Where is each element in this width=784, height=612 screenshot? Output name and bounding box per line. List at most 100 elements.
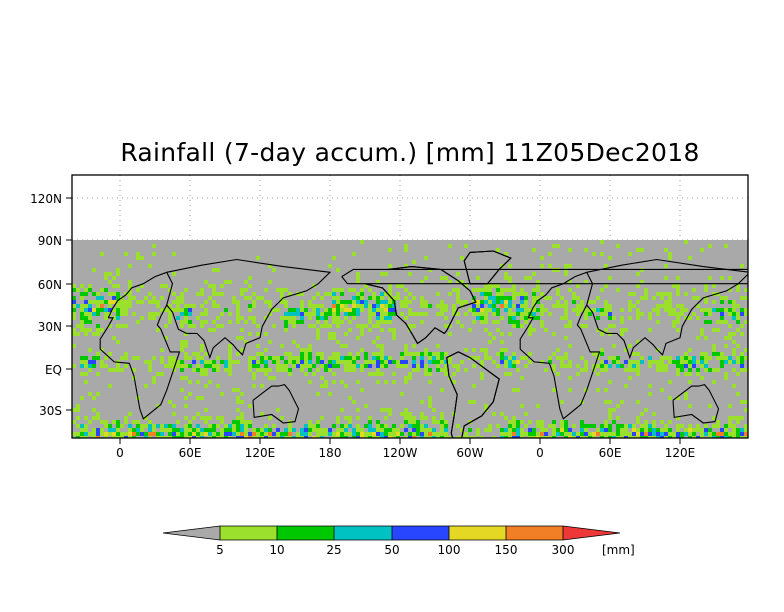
rain-cell xyxy=(688,360,692,364)
rain-cell xyxy=(180,428,184,432)
rain-cell xyxy=(508,332,512,336)
rain-cell xyxy=(528,420,532,424)
rain-cell xyxy=(504,252,508,256)
rain-cell xyxy=(156,300,160,304)
rain-cell xyxy=(480,436,484,438)
rain-cell xyxy=(164,324,168,328)
rain-cell xyxy=(148,316,152,320)
rain-cell xyxy=(352,288,356,292)
rain-cell xyxy=(544,328,548,332)
rain-cell xyxy=(344,316,348,320)
rain-cell xyxy=(136,320,140,324)
rain-cell xyxy=(92,436,96,438)
rain-cell xyxy=(440,388,444,392)
rain-cell xyxy=(100,300,104,304)
rain-cell xyxy=(224,424,228,428)
rain-cell xyxy=(688,256,692,260)
rain-cell xyxy=(276,308,280,312)
rain-cell xyxy=(480,308,484,312)
rain-cell xyxy=(180,344,184,348)
rain-cell xyxy=(180,320,184,324)
rain-cell xyxy=(496,312,500,316)
rain-cell xyxy=(76,436,80,438)
rain-cell xyxy=(712,368,716,372)
rain-cell xyxy=(308,312,312,316)
rain-cell xyxy=(96,312,100,316)
rain-cell xyxy=(476,312,480,316)
rain-cell xyxy=(452,380,456,384)
rain-cell xyxy=(676,396,680,400)
rain-cell xyxy=(80,284,84,288)
rain-cell xyxy=(224,368,228,372)
rain-cell xyxy=(180,364,184,368)
map-title: Rainfall (7-day accum.) [mm] 11Z05Dec201… xyxy=(120,138,700,167)
rain-cell xyxy=(348,396,352,400)
rain-cell xyxy=(388,436,392,438)
rain-cell xyxy=(456,436,460,438)
rain-cell xyxy=(480,304,484,308)
rain-cell xyxy=(712,380,716,384)
rain-cell xyxy=(580,368,584,372)
rain-cell xyxy=(100,288,104,292)
rain-cell xyxy=(676,428,680,432)
rain-cell xyxy=(604,424,608,428)
rain-cell xyxy=(384,304,388,308)
rain-cell xyxy=(352,436,356,438)
rain-cell xyxy=(220,284,224,288)
rain-cell xyxy=(664,292,668,296)
rain-cell xyxy=(88,288,92,292)
rain-cell xyxy=(556,348,560,352)
rain-cell xyxy=(632,368,636,372)
rain-cell xyxy=(728,288,732,292)
rain-cell xyxy=(308,348,312,352)
rain-cell xyxy=(504,276,508,280)
rain-cell xyxy=(612,316,616,320)
rain-cell xyxy=(448,356,452,360)
rain-cell xyxy=(292,324,296,328)
rain-cell xyxy=(608,256,612,260)
rain-cell xyxy=(200,348,204,352)
rain-cell xyxy=(348,312,352,316)
rain-cell xyxy=(384,300,388,304)
coastline xyxy=(120,463,540,476)
rain-cell xyxy=(112,420,116,424)
colorbar-unit-label: [mm] xyxy=(602,543,635,557)
rain-cell xyxy=(244,296,248,300)
rain-cell xyxy=(520,312,524,316)
rain-cell xyxy=(484,292,488,296)
rain-cell xyxy=(316,316,320,320)
rain-cell xyxy=(352,400,356,404)
rain-cell xyxy=(276,360,280,364)
rain-cell xyxy=(544,308,548,312)
rain-cell xyxy=(244,424,248,428)
rain-cell xyxy=(140,428,144,432)
rain-cell xyxy=(740,400,744,404)
rain-cell xyxy=(196,424,200,428)
rain-cell xyxy=(680,304,684,308)
rain-cell xyxy=(272,268,276,272)
rain-cell xyxy=(664,356,668,360)
rain-cell xyxy=(680,360,684,364)
rain-cell xyxy=(640,296,644,300)
rain-cell xyxy=(100,432,104,436)
rain-cell xyxy=(484,404,488,408)
rain-cell xyxy=(584,368,588,372)
rain-cell xyxy=(268,428,272,432)
rain-cell xyxy=(568,364,572,368)
rain-cell xyxy=(284,304,288,308)
rain-cell xyxy=(264,432,268,436)
rain-cell xyxy=(404,364,408,368)
rain-cell xyxy=(456,296,460,300)
rain-cell xyxy=(120,304,124,308)
rain-cell xyxy=(636,340,640,344)
rain-cell xyxy=(172,432,176,436)
rain-cell xyxy=(280,356,284,360)
rain-cell xyxy=(384,316,388,320)
rain-cell xyxy=(644,424,648,428)
rain-cell xyxy=(356,272,360,276)
rain-cell xyxy=(492,304,496,308)
rain-cell xyxy=(600,352,604,356)
rain-cell xyxy=(736,436,740,438)
x-tick-label: 120E xyxy=(245,446,276,460)
rain-cell xyxy=(124,304,128,308)
